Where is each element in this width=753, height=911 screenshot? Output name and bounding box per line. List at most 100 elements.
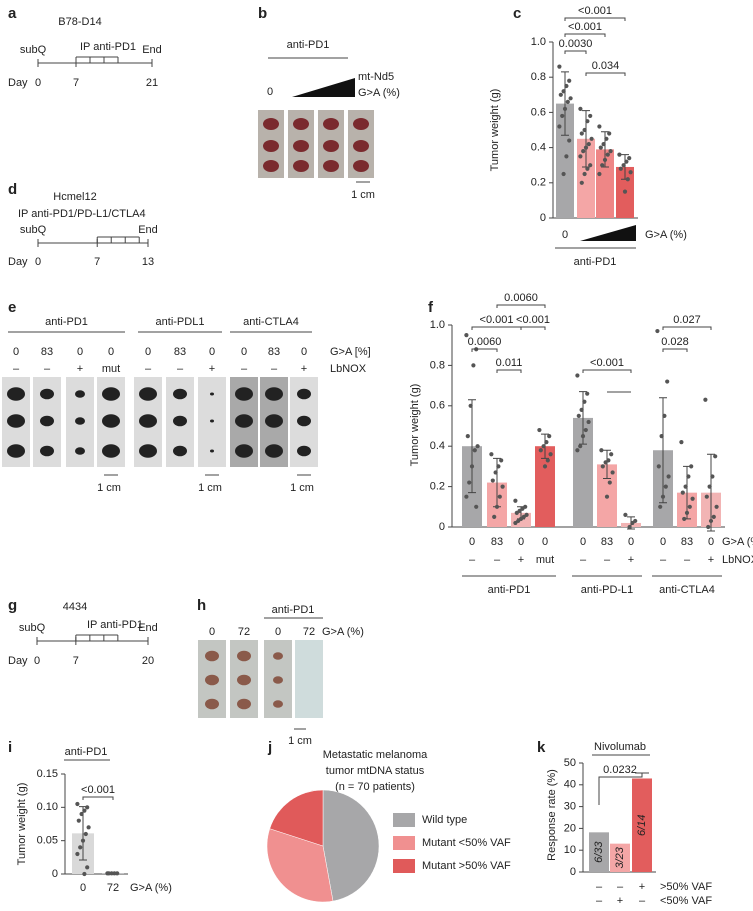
gradient-wedge bbox=[292, 78, 355, 97]
start-label: subQ bbox=[20, 224, 47, 236]
data-point bbox=[578, 444, 583, 449]
tumor-image bbox=[75, 447, 85, 455]
tumor-image bbox=[353, 160, 369, 172]
data-point bbox=[567, 138, 572, 143]
bracket bbox=[564, 33, 606, 37]
panel-letter: i bbox=[8, 739, 12, 756]
data-point bbox=[562, 106, 568, 111]
tumor-image bbox=[293, 118, 309, 130]
tumor-image bbox=[75, 390, 85, 398]
tumor-image bbox=[235, 414, 253, 428]
panel-letter: e bbox=[8, 299, 16, 316]
data-point bbox=[564, 154, 569, 159]
photo bbox=[295, 640, 323, 718]
bar bbox=[610, 843, 630, 872]
tumor-image bbox=[75, 417, 85, 425]
tumor-image bbox=[263, 118, 279, 130]
x-tick-label: 72 bbox=[107, 882, 119, 894]
tumor-image bbox=[40, 388, 54, 400]
tumor-image bbox=[7, 387, 25, 401]
photo-label: – bbox=[177, 363, 184, 375]
annotation: <0.001 bbox=[590, 357, 624, 369]
data-point bbox=[610, 470, 615, 475]
data-point bbox=[660, 494, 666, 499]
data-point bbox=[630, 520, 635, 526]
x-tick-label: 83 bbox=[601, 536, 613, 548]
data-point bbox=[583, 427, 588, 433]
legend-swatch bbox=[393, 813, 415, 827]
bracket bbox=[662, 326, 712, 330]
data-point bbox=[710, 474, 715, 479]
tumor-image bbox=[237, 698, 251, 710]
data-point bbox=[579, 180, 584, 185]
bar bbox=[589, 832, 609, 872]
x-tick-label: – bbox=[469, 554, 476, 566]
panel-letter: a bbox=[8, 5, 17, 22]
data-point bbox=[582, 171, 587, 177]
data-point bbox=[76, 818, 81, 823]
data-point bbox=[465, 434, 470, 439]
photo-label: – bbox=[44, 363, 51, 375]
bar bbox=[632, 778, 652, 872]
data-point bbox=[625, 177, 630, 182]
error-bar bbox=[707, 453, 715, 532]
photo-label: 0 bbox=[108, 346, 114, 358]
bracket bbox=[82, 796, 114, 800]
y-tick-label: 1.0 bbox=[531, 36, 546, 48]
data-point bbox=[618, 166, 623, 171]
data-point bbox=[599, 448, 604, 453]
tumor-image bbox=[265, 387, 283, 401]
photo-label: 72 bbox=[303, 626, 315, 638]
data-point bbox=[545, 458, 550, 463]
data-point bbox=[541, 444, 546, 449]
data-point bbox=[622, 189, 628, 194]
bar bbox=[596, 149, 614, 218]
y-tick-label: 0.4 bbox=[531, 142, 546, 154]
photo-label: mut bbox=[102, 363, 120, 375]
bracket bbox=[585, 72, 626, 76]
data-point bbox=[624, 159, 629, 164]
data-point bbox=[85, 865, 90, 870]
data-point bbox=[663, 484, 668, 489]
error-bar bbox=[468, 399, 476, 494]
photo-label: – bbox=[271, 363, 278, 375]
day-label: Day bbox=[8, 77, 28, 89]
tumor-image bbox=[297, 445, 311, 457]
row-label: <50% VAF bbox=[660, 895, 712, 907]
data-point bbox=[686, 474, 691, 479]
data-point bbox=[548, 452, 553, 457]
data-point bbox=[628, 170, 633, 175]
y-tick-label: 0 bbox=[570, 866, 576, 878]
data-point bbox=[602, 157, 608, 163]
data-point bbox=[714, 504, 719, 509]
data-point bbox=[585, 391, 590, 396]
y-tick-label: 10 bbox=[564, 844, 576, 856]
annotation: 0.011 bbox=[496, 357, 523, 369]
x-tick-label: – bbox=[617, 881, 624, 893]
data-point bbox=[604, 494, 610, 499]
photo-label: 0 bbox=[209, 626, 215, 638]
data-point bbox=[467, 480, 472, 485]
photo-group: anti-PD1 bbox=[45, 316, 88, 328]
data-point bbox=[665, 379, 670, 384]
bracket bbox=[471, 348, 498, 352]
data-point bbox=[609, 452, 614, 457]
tumor-image bbox=[353, 118, 369, 130]
data-point bbox=[86, 825, 91, 830]
tumor-image bbox=[210, 419, 214, 423]
data-point bbox=[708, 518, 714, 524]
row-label: >50% VAF bbox=[660, 881, 712, 893]
x-tick-label: – bbox=[660, 554, 667, 566]
photo-label: – bbox=[13, 363, 20, 375]
panel-letter: h bbox=[197, 597, 206, 614]
y-tick-label: 30 bbox=[564, 801, 576, 813]
y-tick-label: 0.05 bbox=[37, 835, 58, 847]
bar bbox=[535, 446, 555, 527]
data-point bbox=[500, 484, 505, 489]
data-point bbox=[560, 113, 565, 119]
tumor-image bbox=[297, 415, 311, 427]
data-point bbox=[601, 141, 606, 147]
chart-title: (n = 70 patients) bbox=[335, 781, 415, 793]
day-number: 21 bbox=[146, 77, 158, 89]
y-tick-label: 0 bbox=[52, 868, 58, 880]
